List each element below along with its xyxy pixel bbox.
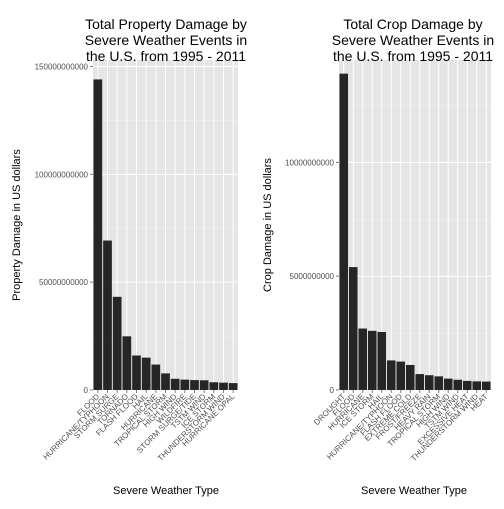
bar: [339, 73, 349, 390]
bar: [132, 355, 141, 390]
y-axis-title: Property Damage in US dollars: [11, 149, 23, 301]
bar: [415, 374, 425, 390]
bar: [209, 382, 219, 390]
bar: [103, 240, 112, 390]
bar: [170, 378, 180, 390]
chart-title: Total Crop Damage by: [343, 16, 482, 32]
bar: [453, 379, 463, 390]
bar: [405, 364, 415, 390]
bar: [112, 296, 122, 390]
bar: [367, 330, 377, 390]
property-damage-chart: 050000000000100000000000150000000000FLOO…: [11, 16, 247, 497]
bar: [358, 328, 368, 390]
bar: [151, 364, 161, 390]
bar: [141, 357, 151, 390]
bar: [424, 375, 434, 390]
bar: [472, 381, 482, 390]
chart-title: the U.S. from 1995 - 2011: [86, 48, 246, 64]
chart-title: Severe Weather Events in: [332, 32, 494, 48]
y-tick-label: 50000000000: [39, 278, 88, 287]
y-tick-label: 0: [84, 386, 89, 395]
bar: [348, 267, 358, 390]
bar: [180, 379, 190, 390]
bar: [93, 79, 103, 390]
bar: [386, 360, 396, 390]
bar: [443, 378, 453, 390]
chart-title: Total Property Damage by: [85, 16, 247, 32]
bar: [190, 380, 199, 390]
bar: [122, 336, 132, 390]
bar: [228, 383, 238, 390]
x-axis-title: Severe Weather Type: [113, 485, 219, 497]
x-axis-title: Severe Weather Type: [361, 485, 467, 497]
bar: [219, 382, 228, 390]
y-tick-label: 0: [330, 386, 335, 395]
crop-damage-chart: 0500000000010000000000DROUGHTFLOODHURRIC…: [262, 16, 494, 497]
bar: [199, 380, 209, 390]
bar: [434, 376, 444, 390]
bar: [462, 380, 472, 390]
y-tick-label: 100000000000: [35, 170, 89, 179]
chart-title: Severe Weather Events in: [85, 32, 247, 48]
y-axis-title: Crop Damage in US dollars: [262, 158, 274, 292]
bar: [481, 381, 491, 390]
y-tick-label: 150000000000: [35, 62, 89, 71]
y-tick-label: 10000000000: [285, 158, 334, 167]
y-tick-label: 5000000000: [290, 272, 335, 281]
bar: [161, 373, 170, 390]
bar: [396, 361, 406, 390]
bar: [377, 331, 387, 390]
chart-title: the U.S. from 1995 - 2011: [333, 48, 493, 64]
